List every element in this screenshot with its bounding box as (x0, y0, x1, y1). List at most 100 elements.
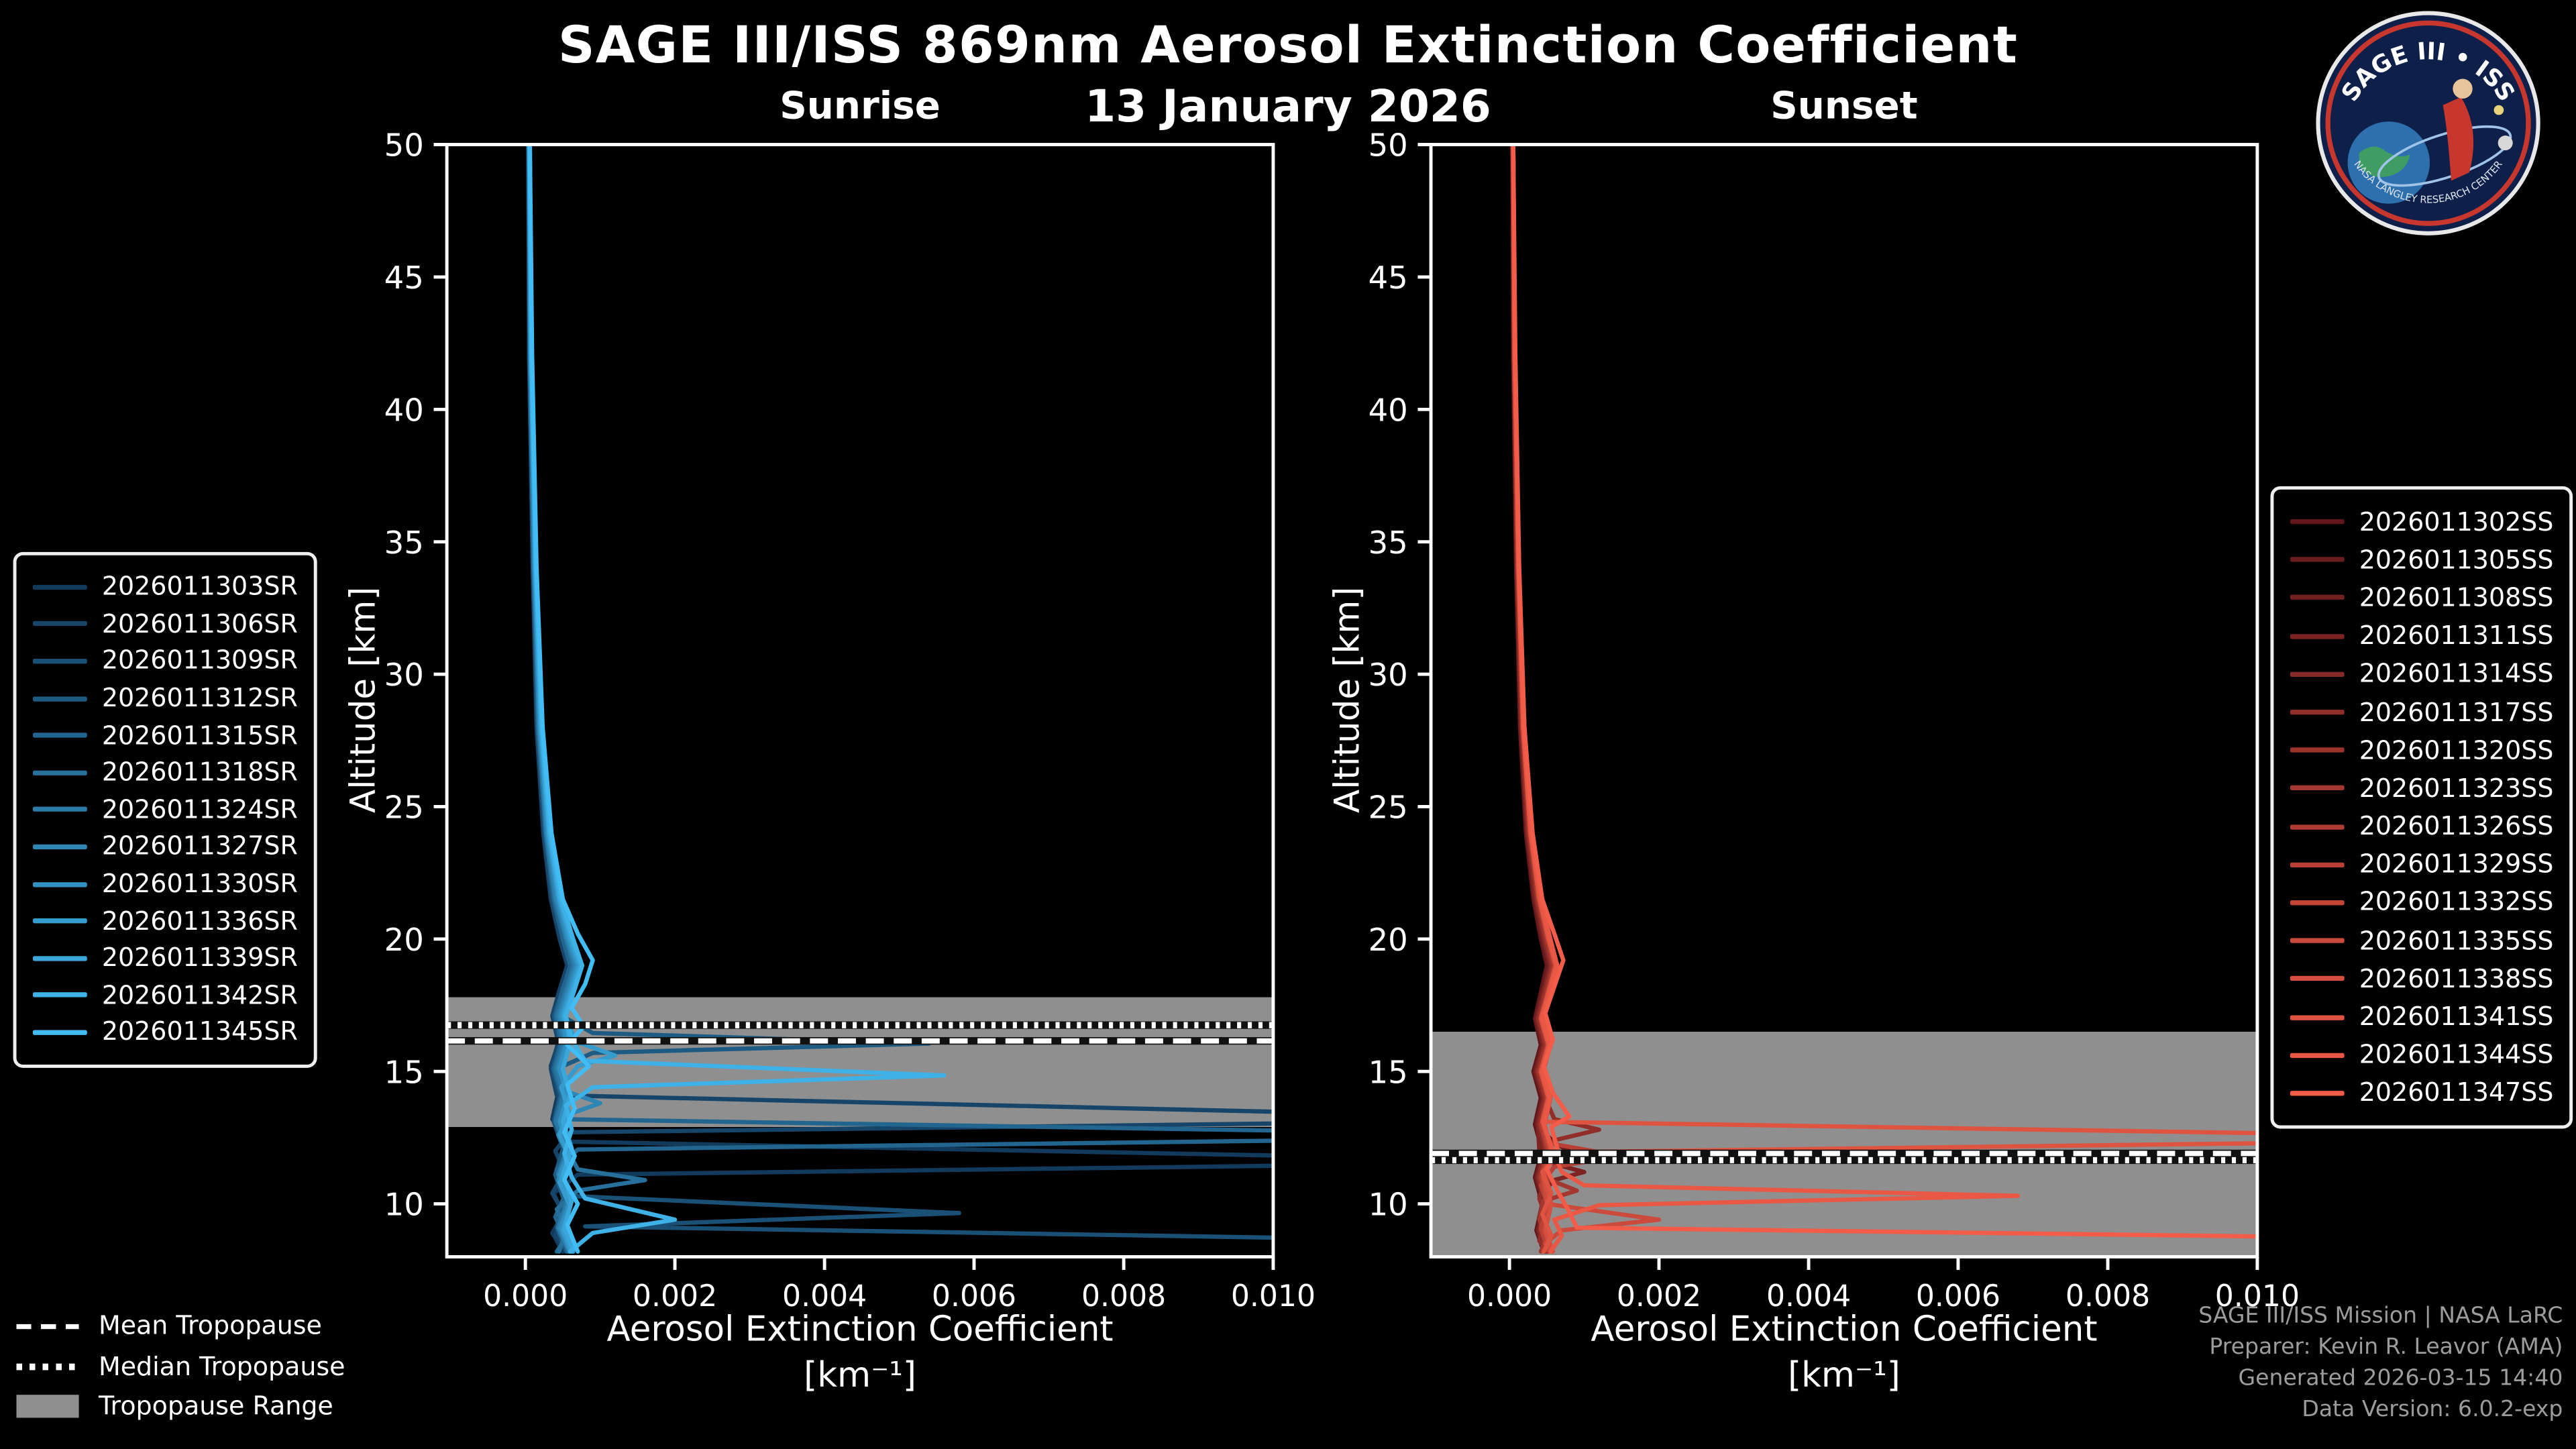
dashed-line-swatch (16, 1324, 79, 1329)
sunrise-y-axis-label: Altitude [km] (343, 586, 383, 813)
sunrise-panel-title: Sunrise (780, 85, 941, 129)
x-tick-label: 0.000 (483, 1279, 568, 1313)
y-tick-label: 20 (384, 922, 424, 958)
legend-item: 2026011347SS (2290, 1074, 2554, 1112)
legend-line-swatch (32, 621, 87, 627)
legend-line-swatch (32, 584, 87, 590)
legend-line-swatch (2290, 862, 2345, 867)
legend-label: 2026011347SS (2359, 1078, 2554, 1108)
legend-item: 2026011329SS (2290, 845, 2554, 883)
legend-label: 2026011302SS (2359, 506, 2554, 537)
y-tick-label: 45 (384, 260, 424, 296)
plot-border (445, 143, 1275, 1258)
legend-item: 2026011338SS (2290, 960, 2554, 998)
legend-line-swatch (2290, 786, 2345, 791)
legend-item: 2026011335SS (2290, 922, 2553, 960)
y-tick-label: 30 (1368, 657, 1408, 693)
tropopause-range-label: Tropopause Range (98, 1391, 333, 1421)
x-tick-label: 0.004 (782, 1279, 867, 1313)
y-tick-label: 35 (1368, 525, 1408, 561)
legend-line-swatch (2290, 747, 2345, 753)
x-tick-label: 0.000 (1467, 1279, 1552, 1313)
legend-item: 2026011342SR (32, 977, 298, 1014)
legend-item: 2026011330SR (32, 865, 298, 902)
legend-label: 2026011329SS (2359, 849, 2554, 879)
legend-item: 2026011317SS (2290, 693, 2553, 731)
legend-item: 2026011341SS (2290, 998, 2553, 1036)
page-date: 13 January 2026 (1085, 82, 1491, 133)
x-tick-label: 0.010 (1231, 1279, 1316, 1313)
legend-item: 2026011344SS (2290, 1036, 2553, 1074)
sunset-x-axis-unit: [km⁻¹] (1788, 1355, 1900, 1395)
band-swatch (16, 1395, 79, 1419)
y-tick-label: 15 (1368, 1054, 1408, 1090)
y-tick-label: 40 (1368, 392, 1408, 428)
legend-item: 2026011309SR (32, 643, 298, 680)
legend-line-swatch (2290, 633, 2345, 639)
legend-label: 2026011339SR (101, 943, 298, 973)
legend-line-swatch (32, 696, 87, 701)
sunset-x-axis-label: Aerosol Extinction Coefficient (1591, 1309, 2098, 1349)
logo-ring (2325, 20, 2531, 226)
legend-line-swatch (2290, 557, 2345, 563)
legend-line-swatch (32, 881, 87, 887)
legend-item: 2026011318SR (32, 754, 298, 791)
sunrise-x-axis-unit: [km⁻¹] (804, 1355, 916, 1395)
legend-item: 2026011345SR (32, 1014, 298, 1051)
legend-item: 2026011324SR (32, 791, 298, 828)
legend-label: 2026011345SR (101, 1017, 298, 1048)
legend-line-swatch (32, 918, 87, 924)
y-tick-label: 20 (1368, 922, 1408, 958)
legend-label: 2026011305SS (2359, 545, 2554, 575)
legend-line-swatch (32, 955, 87, 961)
y-tick-label: 35 (384, 525, 424, 561)
legend-label: 2026011324SR (101, 794, 298, 825)
y-tick-label: 15 (384, 1054, 424, 1090)
y-tick-label: 40 (384, 392, 424, 428)
logo-moon (2498, 136, 2513, 151)
legend-item: 2026011326SS (2290, 808, 2553, 846)
dotted-line-swatch (16, 1363, 79, 1370)
sunrise-legend: 2026011303SR 2026011306SR 2026011309SR 2026… (13, 551, 318, 1068)
sunrise-x-axis-label: Aerosol Extinction Coefficient (606, 1309, 1114, 1349)
mean-tropopause-label: Mean Tropopause (98, 1311, 322, 1341)
legend-item: 2026011305SS (2290, 541, 2554, 579)
sunset-legend: 2026011302SS 2026011305SS 2026011308SS 2026… (2270, 486, 2573, 1129)
credits: SAGE III/ISS Mission | NASA LaRC Preparer… (2198, 1301, 2563, 1426)
legend-line-swatch (32, 1030, 87, 1035)
y-tick-label: 10 (384, 1187, 424, 1223)
legend-label: 2026011342SR (101, 980, 298, 1010)
legend-item: 2026011312SR (32, 680, 298, 716)
tropopause-range-legend-item: Tropopause Range (16, 1387, 345, 1427)
legend-label: 2026011303SR (101, 572, 298, 602)
legend-label: 2026011306SR (101, 609, 298, 639)
sunrise-plot: 0.000 0.002 0.004 0.006 0.008 0.010 10 15 20 25 30… (384, 127, 1316, 1313)
legend-line-swatch (2290, 519, 2345, 525)
x-tick-label: 0.006 (1916, 1279, 2000, 1313)
legend-line-swatch (2290, 672, 2345, 677)
sunset-panel-title: Sunset (1770, 85, 1918, 129)
legend-label: 2026011338SS (2359, 964, 2554, 994)
logo-figure (2443, 97, 2474, 181)
sage-iii-iss-logo: SAGE III • ISS NASA LANGLEY RESEARCH CEN… (2313, 8, 2543, 245)
legend-label: 2026011327SR (101, 832, 298, 862)
legend-item: 2026011314SS (2290, 655, 2554, 694)
legend-label: 2026011314SS (2359, 659, 2554, 689)
credit-line: Generated 2026-03-15 14:40 (2238, 1365, 2563, 1392)
legend-line-swatch (32, 844, 87, 850)
legend-label: 2026011330SR (101, 869, 298, 899)
median-tropopause-label: Median Tropopause (98, 1351, 345, 1381)
y-tick-label: 10 (1368, 1187, 1408, 1223)
credit-line: SAGE III/ISS Mission | NASA LaRC (2198, 1303, 2563, 1330)
credit-line: Data Version: 6.0.2-exp (2302, 1396, 2563, 1423)
x-tick-label: 0.008 (1081, 1279, 1166, 1313)
legend-label: 2026011336SR (101, 906, 298, 936)
legend-item: 2026011315SR (32, 717, 298, 754)
legend-item: 2026011339SR (32, 940, 298, 977)
x-tick-label: 0.002 (1617, 1279, 1701, 1313)
mean-tropopause-legend-item: Mean Tropopause (16, 1306, 345, 1346)
legend-item: 2026011320SS (2290, 731, 2553, 769)
page-title: SAGE III/ISS 869nm Aerosol Extinction Co… (557, 16, 2019, 76)
legend-item: 2026011302SS (2290, 502, 2554, 541)
legend-line-swatch (2290, 824, 2345, 829)
